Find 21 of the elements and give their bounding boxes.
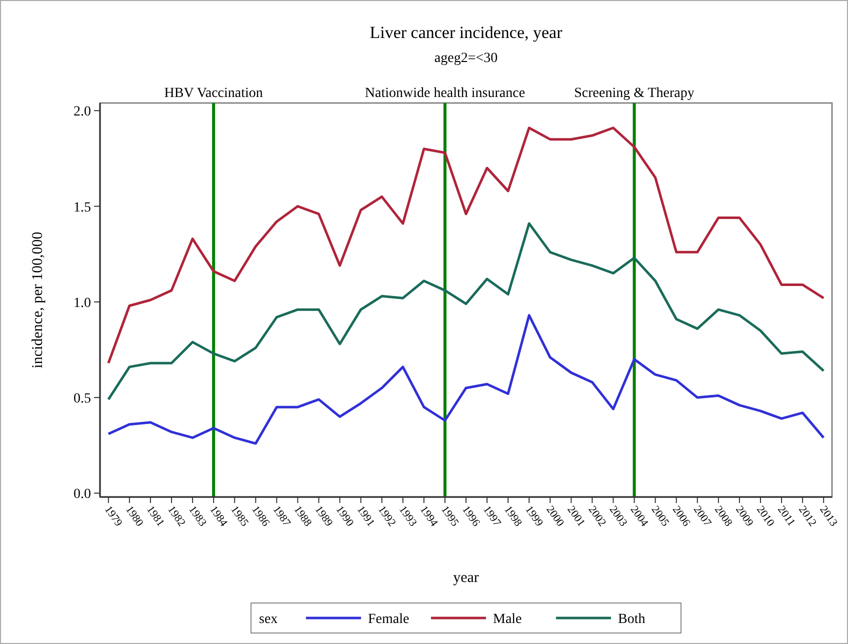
legend-label: Female [368, 612, 410, 627]
legend-label: Male [493, 612, 522, 627]
x-tick-label: 1997 [480, 504, 504, 530]
y-tick-label: 0.5 [74, 392, 91, 407]
ref-line-label: Nationwide health insurance [364, 86, 526, 101]
x-axis-title: year [453, 570, 479, 586]
y-tick-label: 1.5 [74, 200, 91, 216]
y-tick-label: 0.0 [74, 487, 91, 502]
legend-label: Both [618, 612, 646, 627]
y-tick-label: 1.0 [74, 296, 91, 311]
line-series [107, 222, 825, 401]
ref-line-label: Screening & Therapy [574, 86, 694, 101]
ref-line-label: HBV Vaccination [164, 86, 263, 101]
line-series [107, 314, 825, 445]
chart-title: Liver cancer incidence, year [370, 23, 563, 42]
y-tick-label: 2.0 [74, 104, 91, 120]
x-tick-label: 1987 [270, 504, 293, 530]
y-axis-title: incidence, per 100,000 [30, 232, 46, 368]
line-series [107, 126, 825, 364]
chart-subtitle: ageg2=<30 [434, 51, 498, 66]
legend-title: sex [259, 612, 278, 627]
